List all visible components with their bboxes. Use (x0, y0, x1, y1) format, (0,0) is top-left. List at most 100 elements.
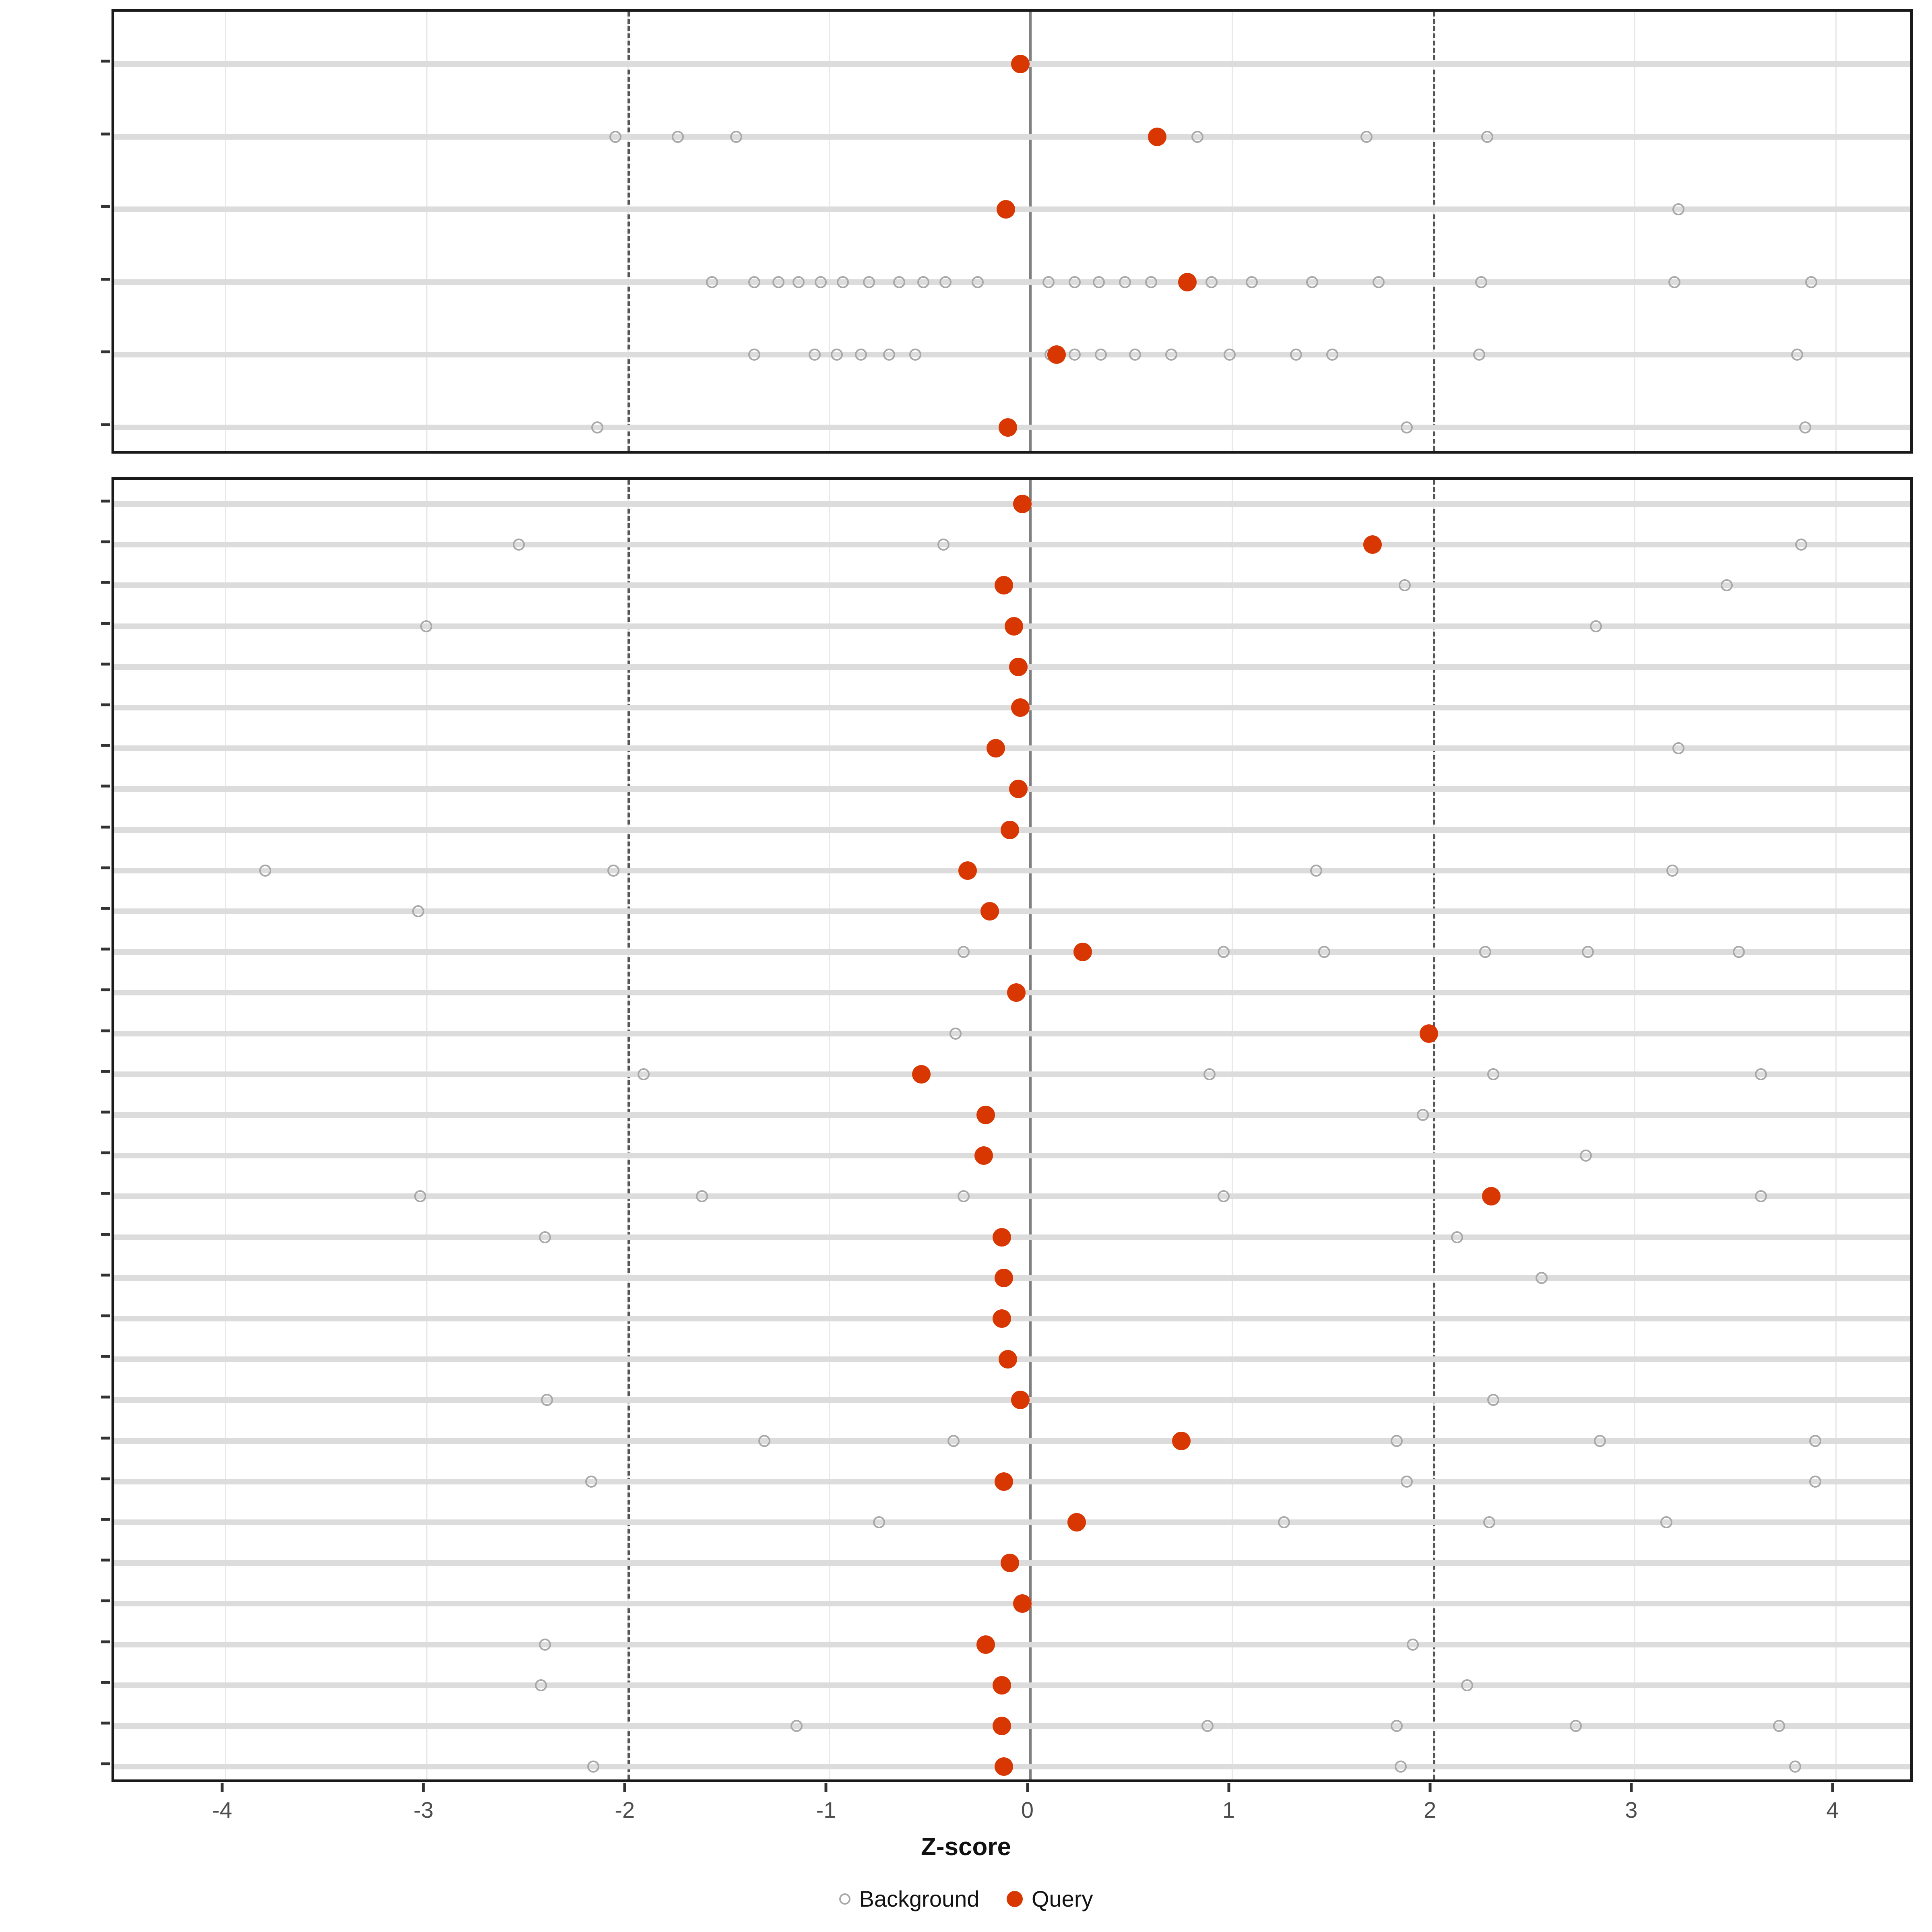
data-point-background[interactable] (1666, 864, 1678, 877)
data-point-query[interactable] (995, 1472, 1013, 1491)
data-point-background[interactable] (513, 539, 525, 551)
data-point-background[interactable] (1400, 1475, 1413, 1488)
data-point-background[interactable] (1290, 349, 1302, 361)
data-point-query[interactable] (993, 1228, 1011, 1247)
data-point-background[interactable] (414, 1190, 427, 1203)
data-point-background[interactable] (1092, 276, 1105, 288)
legend-item-query[interactable]: Query (1006, 1884, 1093, 1912)
data-point-background[interactable] (1203, 1068, 1216, 1080)
data-point-background[interactable] (1672, 203, 1684, 215)
data-point-background[interactable] (1579, 1150, 1592, 1162)
data-point-background[interactable] (972, 276, 984, 288)
data-point-background[interactable] (837, 276, 849, 288)
data-point-query[interactable] (1001, 1554, 1020, 1573)
data-point-query[interactable] (999, 418, 1018, 437)
data-point-background[interactable] (1809, 1475, 1821, 1488)
data-point-background[interactable] (1217, 1190, 1230, 1203)
data-point-background[interactable] (1660, 1516, 1672, 1528)
data-point-query[interactable] (980, 902, 999, 921)
data-point-background[interactable] (706, 276, 718, 288)
data-point-background[interactable] (1165, 349, 1177, 361)
data-point-background[interactable] (1245, 276, 1258, 288)
data-point-background[interactable] (539, 1231, 551, 1243)
data-point-background[interactable] (1217, 946, 1230, 958)
data-point-query[interactable] (1011, 55, 1030, 73)
data-point-background[interactable] (947, 1435, 960, 1447)
data-point-background[interactable] (1191, 130, 1203, 143)
data-point-query[interactable] (958, 861, 977, 880)
data-point-background[interactable] (1119, 276, 1131, 288)
data-point-background[interactable] (791, 1720, 803, 1732)
data-point-background[interactable] (1129, 349, 1141, 361)
data-point-query[interactable] (1073, 943, 1092, 962)
data-point-background[interactable] (638, 1068, 650, 1080)
data-point-query[interactable] (1007, 983, 1026, 1002)
data-point-background[interactable] (1360, 130, 1373, 143)
data-point-query[interactable] (1011, 1391, 1030, 1410)
data-point-query[interactable] (1009, 657, 1028, 676)
data-point-query[interactable] (1005, 617, 1024, 636)
data-point-background[interactable] (1668, 276, 1680, 288)
data-point-background[interactable] (1318, 946, 1330, 958)
data-point-query[interactable] (976, 1106, 995, 1124)
data-point-background[interactable] (1473, 349, 1485, 361)
data-point-background[interactable] (1068, 276, 1081, 288)
data-point-background[interactable] (1278, 1516, 1290, 1528)
data-point-query[interactable] (995, 1757, 1013, 1776)
data-point-query[interactable] (987, 739, 1005, 758)
data-point-background[interactable] (1720, 579, 1733, 592)
data-point-background[interactable] (1479, 946, 1491, 958)
data-point-background[interactable] (1223, 349, 1236, 361)
data-point-background[interactable] (1416, 1109, 1429, 1121)
data-point-query[interactable] (993, 1676, 1011, 1695)
data-point-background[interactable] (893, 276, 906, 288)
data-point-query[interactable] (1067, 1513, 1086, 1532)
data-point-background[interactable] (939, 276, 952, 288)
data-point-background[interactable] (1535, 1271, 1548, 1284)
data-point-background[interactable] (1398, 579, 1411, 592)
data-point-query[interactable] (1363, 535, 1382, 554)
data-point-query[interactable] (1001, 820, 1020, 839)
data-point-query[interactable] (1148, 127, 1166, 146)
data-point-background[interactable] (1795, 539, 1807, 551)
data-point-background[interactable] (1805, 276, 1817, 288)
data-point-background[interactable] (873, 1516, 886, 1528)
data-point-background[interactable] (1581, 946, 1594, 958)
data-point-background[interactable] (585, 1475, 598, 1488)
data-point-background[interactable] (917, 276, 930, 288)
legend-item-background[interactable]: Background (839, 1884, 979, 1912)
data-point-background[interactable] (1799, 421, 1811, 433)
data-point-background[interactable] (1754, 1068, 1767, 1080)
data-point-background[interactable] (855, 349, 867, 361)
data-point-query[interactable] (995, 1268, 1013, 1287)
data-point-background[interactable] (863, 276, 875, 288)
data-point-background[interactable] (793, 276, 805, 288)
data-point-background[interactable] (1483, 1516, 1495, 1528)
data-point-background[interactable] (1310, 864, 1322, 877)
data-point-background[interactable] (809, 349, 821, 361)
data-point-query[interactable] (993, 1309, 1011, 1328)
data-point-background[interactable] (1094, 349, 1107, 361)
data-point-background[interactable] (1306, 276, 1318, 288)
data-point-query[interactable] (1013, 1594, 1032, 1613)
data-point-background[interactable] (1481, 130, 1493, 143)
data-point-background[interactable] (535, 1679, 547, 1691)
data-point-background[interactable] (1593, 1435, 1606, 1447)
data-point-background[interactable] (672, 130, 684, 143)
data-point-background[interactable] (1201, 1720, 1214, 1732)
data-point-background[interactable] (937, 539, 950, 551)
data-point-query[interactable] (1419, 1024, 1438, 1043)
data-point-background[interactable] (412, 905, 425, 917)
data-point-background[interactable] (831, 349, 843, 361)
data-point-background[interactable] (1068, 349, 1081, 361)
data-point-query[interactable] (1172, 1431, 1191, 1450)
data-point-query[interactable] (1047, 345, 1066, 364)
data-point-background[interactable] (1461, 1679, 1473, 1691)
data-point-background[interactable] (609, 130, 622, 143)
data-point-background[interactable] (1390, 1435, 1403, 1447)
data-point-background[interactable] (772, 276, 785, 288)
data-point-background[interactable] (748, 276, 761, 288)
data-point-background[interactable] (591, 421, 604, 433)
data-point-background[interactable] (1042, 276, 1055, 288)
data-point-background[interactable] (1326, 349, 1338, 361)
